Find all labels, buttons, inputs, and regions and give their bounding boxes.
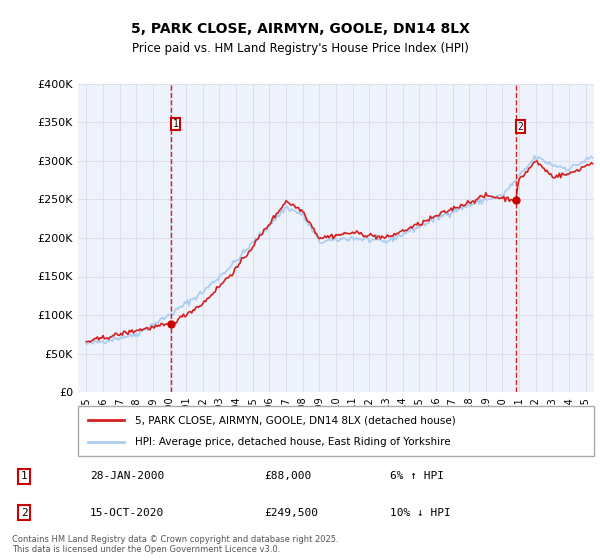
Text: £88,000: £88,000 <box>264 472 311 482</box>
Text: Price paid vs. HM Land Registry's House Price Index (HPI): Price paid vs. HM Land Registry's House … <box>131 42 469 55</box>
FancyBboxPatch shape <box>78 406 594 456</box>
Text: 15-OCT-2020: 15-OCT-2020 <box>90 507 164 517</box>
Text: 1: 1 <box>20 472 28 482</box>
Text: £249,500: £249,500 <box>264 507 318 517</box>
Text: 1: 1 <box>173 119 179 129</box>
Text: HPI: Average price, detached house, East Riding of Yorkshire: HPI: Average price, detached house, East… <box>135 437 451 447</box>
Text: 6% ↑ HPI: 6% ↑ HPI <box>390 472 444 482</box>
Text: 5, PARK CLOSE, AIRMYN, GOOLE, DN14 8LX: 5, PARK CLOSE, AIRMYN, GOOLE, DN14 8LX <box>131 22 469 36</box>
Text: 5, PARK CLOSE, AIRMYN, GOOLE, DN14 8LX (detached house): 5, PARK CLOSE, AIRMYN, GOOLE, DN14 8LX (… <box>135 415 455 425</box>
Text: 2: 2 <box>518 122 524 132</box>
Text: Contains HM Land Registry data © Crown copyright and database right 2025.
This d: Contains HM Land Registry data © Crown c… <box>12 535 338 554</box>
Text: 10% ↓ HPI: 10% ↓ HPI <box>390 507 451 517</box>
Text: 2: 2 <box>20 507 28 517</box>
Text: 28-JAN-2000: 28-JAN-2000 <box>90 472 164 482</box>
